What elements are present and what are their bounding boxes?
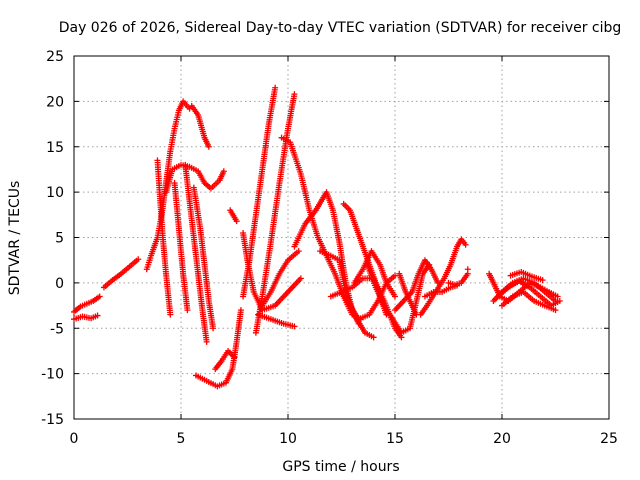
series-arc-4: [143, 98, 193, 273]
x-tick-label: 20: [493, 431, 511, 447]
data-point: [462, 241, 469, 248]
y-tick-label: 0: [55, 276, 64, 292]
series-arc-32: [464, 266, 471, 273]
series-arc-37: [507, 268, 546, 284]
series-arc-15: [240, 84, 279, 300]
axis-ticks: 0 5 10 15 20 25 -15 -10 -5 0 5 10 15 20 25: [41, 49, 618, 447]
y-tick-label: -10: [41, 367, 64, 383]
data-point: [291, 91, 298, 98]
data-point: [464, 266, 471, 273]
y-tick-label: 25: [46, 49, 64, 65]
series-arc-13: [227, 207, 240, 225]
series-arc-17: [278, 134, 364, 323]
series-arc-3: [100, 256, 142, 291]
x-tick-label: 0: [70, 431, 79, 447]
x-tick-label: 15: [386, 431, 404, 447]
data-point: [167, 311, 174, 318]
data-point: [220, 168, 227, 175]
data-point: [94, 312, 101, 319]
data-point: [392, 293, 398, 300]
data-point: [135, 256, 142, 263]
data-point: [184, 307, 191, 314]
y-tick-label: 5: [55, 231, 64, 247]
data-point: [203, 338, 210, 345]
series-arc-31: [445, 270, 471, 288]
data-point: [554, 293, 561, 300]
x-tick-label: 10: [279, 431, 297, 447]
y-tick-label: 20: [46, 94, 64, 110]
series-arc-6: [163, 161, 227, 196]
series-arc-26: [364, 261, 433, 336]
x-tick-label: 25: [600, 431, 618, 447]
data-point: [291, 323, 298, 330]
data-point: [556, 298, 563, 305]
data-point: [210, 325, 217, 332]
series-arc-25: [351, 248, 398, 300]
series-arc-19: [255, 311, 298, 330]
series-arc-1: [71, 293, 103, 315]
y-tick-label: -5: [50, 321, 64, 337]
x-axis-label: GPS time / hours: [282, 459, 399, 475]
data-points: [71, 84, 563, 390]
series-arc-16: [252, 91, 298, 336]
series-arc-2: [71, 312, 101, 323]
y-tick-label: 15: [46, 140, 64, 156]
data-point: [295, 248, 302, 255]
data-point: [233, 218, 240, 225]
data-point: [297, 275, 304, 282]
y-axis-label: SDTVAR / TECUs: [7, 181, 23, 296]
x-tick-label: 5: [177, 431, 186, 447]
data-point: [272, 84, 279, 91]
series-arc-36: [499, 288, 559, 314]
data-point: [552, 307, 559, 314]
data-point: [237, 307, 244, 314]
chart-title: Day 026 of 2026, Sidereal Day-to-day VTE…: [59, 20, 622, 36]
y-tick-label: 10: [46, 185, 64, 201]
series-arc-18: [259, 248, 302, 309]
data-point: [231, 354, 238, 361]
series-arc-10: [190, 184, 217, 332]
data-point: [205, 143, 212, 150]
series-arc-11: [192, 307, 244, 390]
series-arc-5: [154, 157, 174, 318]
series-arc-9: [188, 102, 212, 150]
series-arc-8: [171, 180, 191, 314]
data-point: [96, 293, 103, 300]
series-arc-29: [417, 236, 469, 318]
data-point: [539, 277, 546, 284]
y-tick-label: -15: [41, 412, 64, 428]
series-arc-7: [182, 161, 210, 345]
series-arc-28: [392, 257, 441, 314]
series-arc-12: [212, 347, 238, 373]
data-point: [370, 334, 377, 341]
